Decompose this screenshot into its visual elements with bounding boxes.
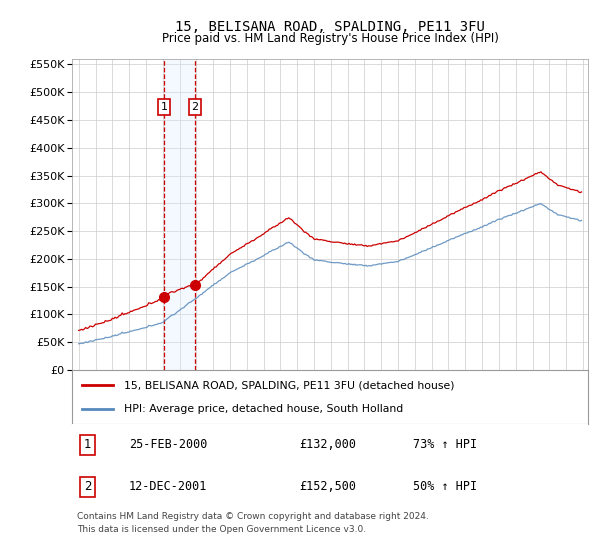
Text: 2: 2 [191, 102, 199, 112]
Text: £152,500: £152,500 [299, 480, 356, 493]
Text: 1: 1 [161, 102, 167, 112]
Text: 50% ↑ HPI: 50% ↑ HPI [413, 480, 476, 493]
Text: £132,000: £132,000 [299, 438, 356, 451]
Text: 15, BELISANA ROAD, SPALDING, PE11 3FU (detached house): 15, BELISANA ROAD, SPALDING, PE11 3FU (d… [124, 380, 454, 390]
Text: 12-DEC-2001: 12-DEC-2001 [129, 480, 207, 493]
Text: 73% ↑ HPI: 73% ↑ HPI [413, 438, 476, 451]
Text: Price paid vs. HM Land Registry's House Price Index (HPI): Price paid vs. HM Land Registry's House … [161, 32, 499, 45]
Bar [164, 59, 195, 370]
Text: Contains HM Land Registry data © Crown copyright and database right 2024.
This d: Contains HM Land Registry data © Crown c… [77, 512, 429, 534]
Text: 25-FEB-2000: 25-FEB-2000 [129, 438, 207, 451]
Text: HPI: Average price, detached house, South Holland: HPI: Average price, detached house, Sout… [124, 404, 403, 414]
Text: 2: 2 [84, 480, 91, 493]
Text: 1: 1 [84, 438, 91, 451]
Text: 15, BELISANA ROAD, SPALDING, PE11 3FU: 15, BELISANA ROAD, SPALDING, PE11 3FU [175, 20, 485, 34]
